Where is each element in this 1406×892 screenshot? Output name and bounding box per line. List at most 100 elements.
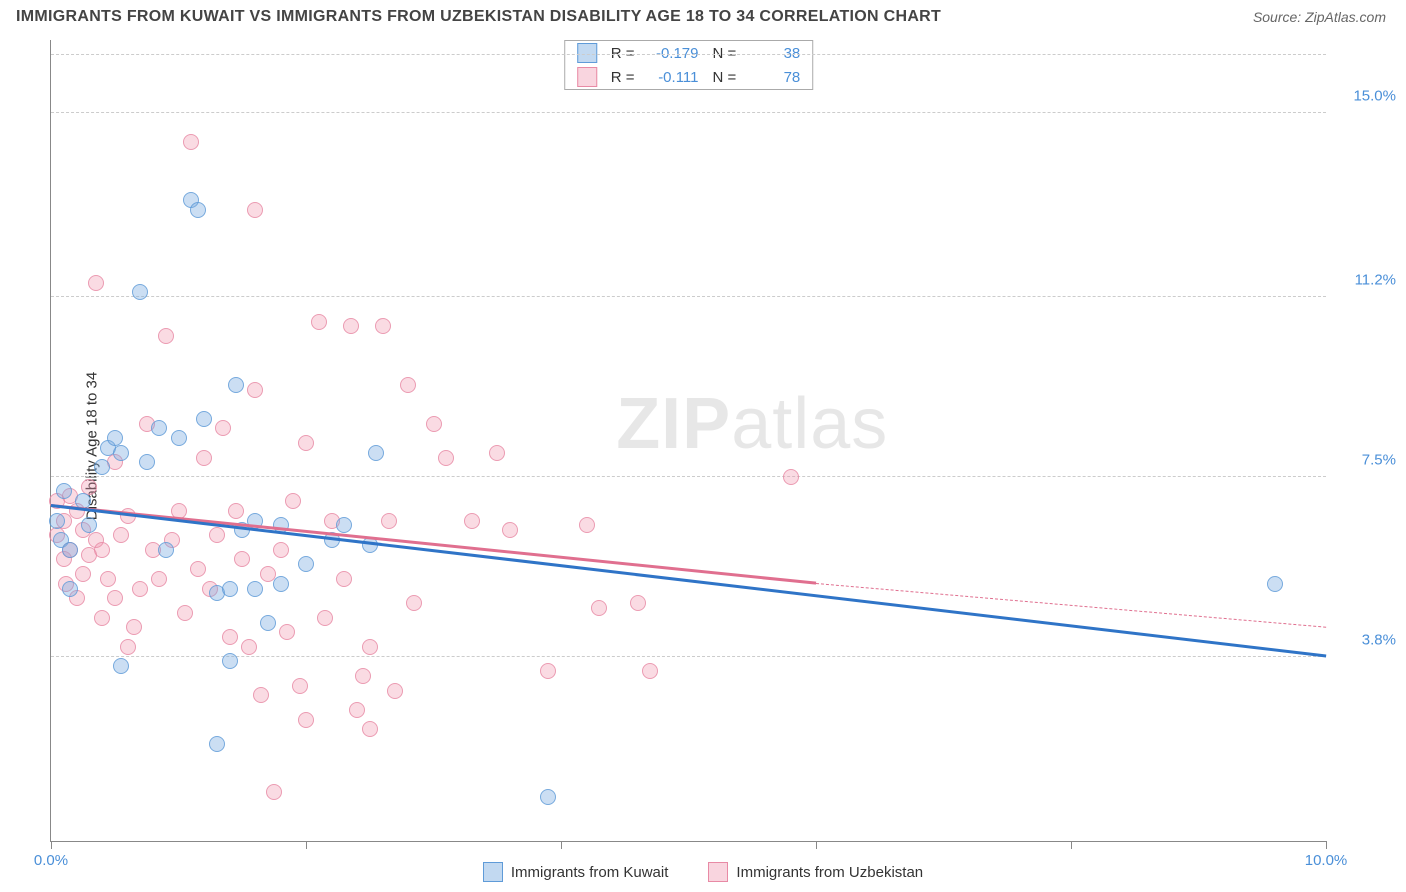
- data-point: [247, 581, 263, 597]
- data-point: [88, 275, 104, 291]
- data-point: [228, 377, 244, 393]
- data-point: [362, 721, 378, 737]
- gridline: [51, 296, 1326, 297]
- data-point: [113, 527, 129, 543]
- gridline: [51, 112, 1326, 113]
- data-point: [113, 658, 129, 674]
- data-point: [406, 595, 422, 611]
- data-point: [126, 619, 142, 635]
- data-point: [502, 522, 518, 538]
- data-point: [62, 542, 78, 558]
- data-point: [222, 653, 238, 669]
- data-point: [158, 542, 174, 558]
- data-point: [215, 420, 231, 436]
- data-point: [273, 576, 289, 592]
- data-point: [158, 328, 174, 344]
- swatch-uzbekistan-icon: [708, 862, 728, 882]
- data-point: [591, 600, 607, 616]
- chart-title: IMMIGRANTS FROM KUWAIT VS IMMIGRANTS FRO…: [16, 8, 941, 26]
- bottom-legend: Immigrants from Kuwait Immigrants from U…: [0, 862, 1406, 882]
- data-point: [241, 639, 257, 655]
- data-point: [355, 668, 371, 684]
- data-point: [49, 513, 65, 529]
- data-point: [285, 493, 301, 509]
- swatch-uzbekistan: [577, 67, 597, 87]
- data-point: [253, 687, 269, 703]
- gridline: [51, 656, 1326, 657]
- data-point: [387, 683, 403, 699]
- legend-item-uzbekistan: Immigrants from Uzbekistan: [708, 862, 923, 882]
- data-point: [298, 556, 314, 572]
- data-point: [151, 571, 167, 587]
- data-point: [438, 450, 454, 466]
- data-point: [279, 624, 295, 640]
- data-point: [81, 479, 97, 495]
- data-point: [783, 469, 799, 485]
- data-point: [260, 615, 276, 631]
- legend-label: Immigrants from Uzbekistan: [736, 864, 923, 881]
- data-point: [311, 314, 327, 330]
- data-point: [266, 784, 282, 800]
- data-point: [247, 202, 263, 218]
- y-tick-label: 3.8%: [1362, 631, 1396, 648]
- data-point: [94, 610, 110, 626]
- data-point: [247, 382, 263, 398]
- source-label: Source: ZipAtlas.com: [1253, 9, 1386, 25]
- data-point: [190, 561, 206, 577]
- data-point: [540, 789, 556, 805]
- data-point: [317, 610, 333, 626]
- data-point: [75, 566, 91, 582]
- data-point: [113, 445, 129, 461]
- data-point: [489, 445, 505, 461]
- data-point: [336, 517, 352, 533]
- data-point: [190, 202, 206, 218]
- data-point: [222, 629, 238, 645]
- y-tick-label: 7.5%: [1362, 451, 1396, 468]
- data-point: [94, 542, 110, 558]
- watermark: ZIPatlas: [616, 383, 888, 465]
- legend-item-kuwait: Immigrants from Kuwait: [483, 862, 669, 882]
- data-point: [177, 605, 193, 621]
- trend-line: [51, 504, 1326, 657]
- data-point: [298, 435, 314, 451]
- gridline: [51, 54, 1326, 55]
- x-tick: [561, 841, 562, 849]
- data-point: [209, 527, 225, 543]
- data-point: [368, 445, 384, 461]
- data-point: [362, 639, 378, 655]
- data-point: [228, 503, 244, 519]
- data-point: [94, 459, 110, 475]
- data-point: [292, 678, 308, 694]
- data-point: [579, 517, 595, 533]
- x-tick: [51, 841, 52, 849]
- stats-legend: R = -0.179 N = 38 R = -0.111 N = 78: [564, 40, 814, 90]
- data-point: [400, 377, 416, 393]
- data-point: [132, 284, 148, 300]
- data-point: [630, 595, 646, 611]
- gridline: [51, 476, 1326, 477]
- data-point: [209, 736, 225, 752]
- data-point: [139, 454, 155, 470]
- data-point: [375, 318, 391, 334]
- stats-row-uzbekistan: R = -0.111 N = 78: [565, 65, 813, 89]
- data-point: [132, 581, 148, 597]
- data-point: [81, 517, 97, 533]
- data-point: [100, 571, 116, 587]
- swatch-kuwait-icon: [483, 862, 503, 882]
- data-point: [343, 318, 359, 334]
- data-point: [183, 134, 199, 150]
- data-point: [171, 430, 187, 446]
- data-point: [381, 513, 397, 529]
- data-point: [464, 513, 480, 529]
- data-point: [642, 663, 658, 679]
- data-point: [234, 551, 250, 567]
- y-tick-label: 11.2%: [1355, 272, 1396, 289]
- x-tick: [1326, 841, 1327, 849]
- x-tick: [306, 841, 307, 849]
- data-point: [222, 581, 238, 597]
- data-point: [273, 542, 289, 558]
- data-point: [540, 663, 556, 679]
- data-point: [349, 702, 365, 718]
- scatter-chart: ZIPatlas R = -0.179 N = 38 R = -0.111 N …: [50, 40, 1326, 842]
- data-point: [151, 420, 167, 436]
